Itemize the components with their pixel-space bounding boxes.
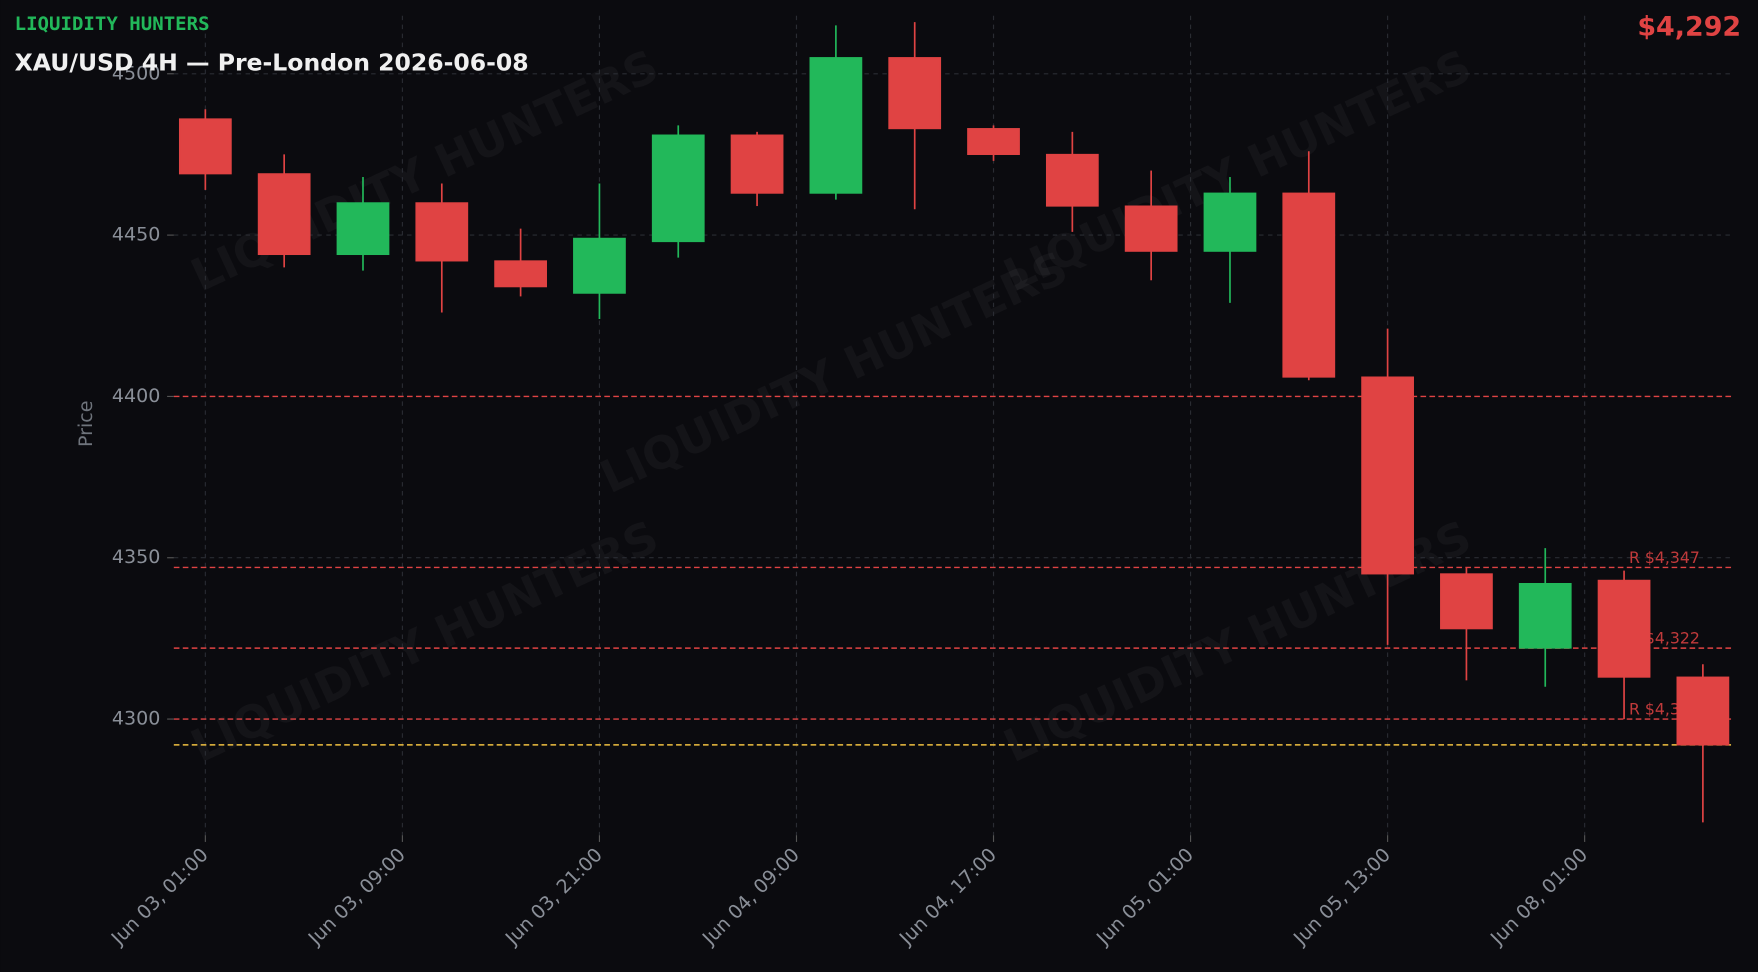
candle-body <box>1440 573 1493 630</box>
chart-title: XAU/USD 4H — Pre-London 2026-06-08 <box>15 48 529 76</box>
last-price-label: $4,292 <box>1637 12 1741 43</box>
candle-body <box>1597 579 1651 678</box>
level-label: R $4,347 <box>1629 548 1700 567</box>
candle-body <box>415 202 469 262</box>
candle-body <box>809 57 863 194</box>
candle-body <box>651 134 705 243</box>
candle-body <box>967 128 1020 155</box>
y-tick-label: 4350 <box>112 546 160 568</box>
y-tick-label: 4400 <box>112 385 160 407</box>
candle-body <box>1282 192 1336 378</box>
y-tick-label: 4500 <box>112 62 160 84</box>
candle-body <box>1203 192 1257 252</box>
y-axis-label: Price <box>75 401 97 447</box>
candle-body <box>730 134 784 194</box>
candle-body <box>257 173 311 256</box>
candle-body <box>494 260 547 288</box>
candle-body <box>1518 582 1572 649</box>
y-tick-label: 4300 <box>112 708 160 730</box>
candle-body <box>888 57 942 130</box>
candle-body <box>178 118 232 175</box>
candle-body <box>1676 676 1730 746</box>
candle-body <box>1361 376 1414 575</box>
y-tick-label: 4450 <box>112 224 160 246</box>
candle-body <box>1045 153 1099 207</box>
candle-body <box>573 237 626 294</box>
candle-body <box>1124 205 1178 252</box>
candle-body <box>336 202 390 256</box>
brand: LIQUIDITY HUNTERS <box>15 13 210 35</box>
candles <box>178 22 1730 823</box>
